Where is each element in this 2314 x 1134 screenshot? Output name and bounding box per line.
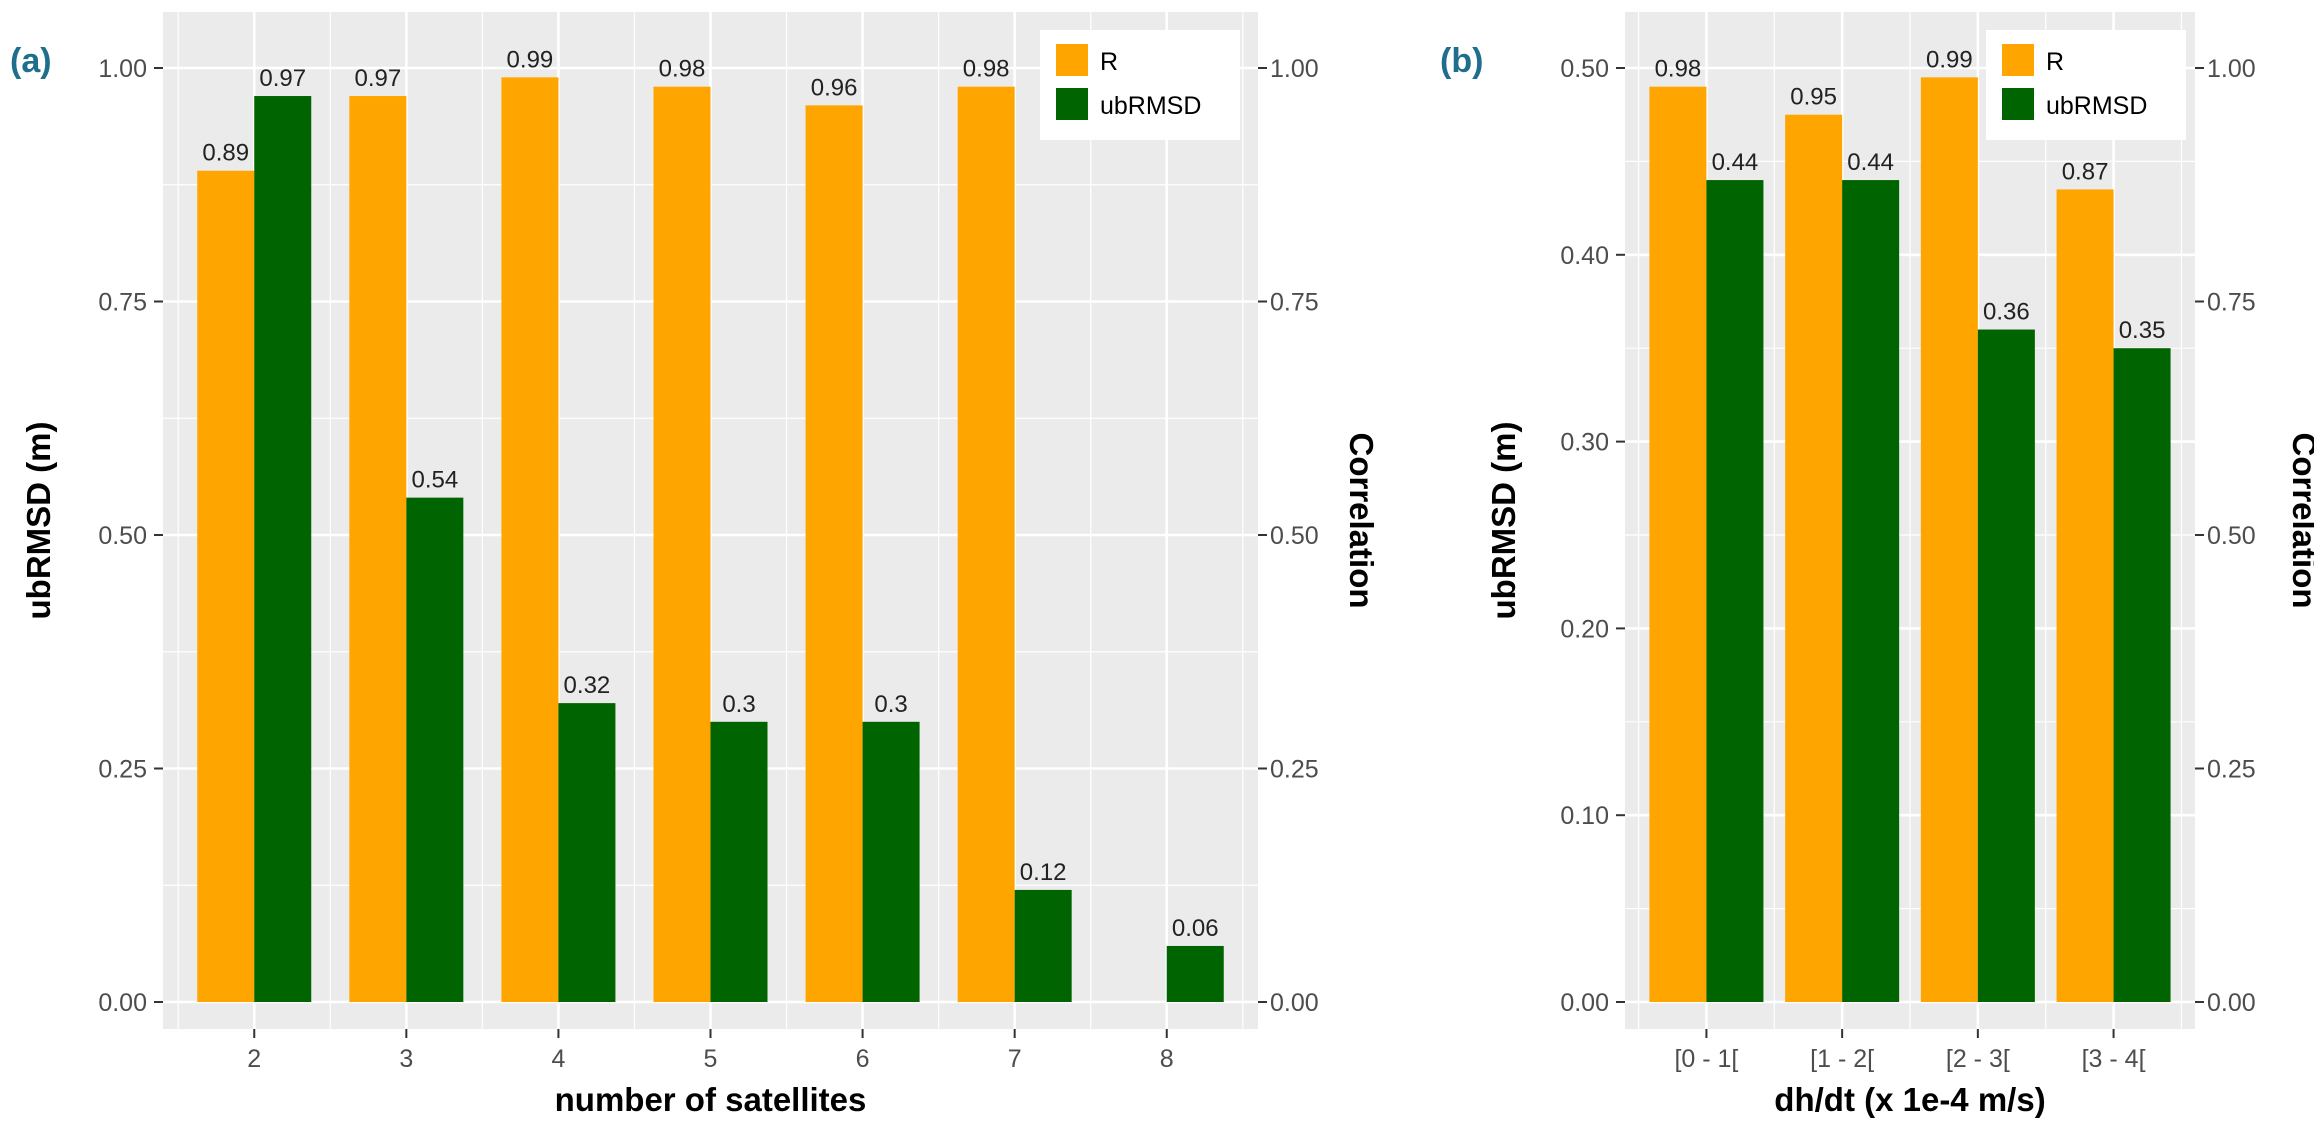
bar-ubrmsd [710, 721, 768, 1002]
y-tick-label: 0.00 [1560, 989, 1609, 1017]
x-axis-title: dh/dt (x 1e-4 m/s) [1774, 1081, 2045, 1118]
y2-tick-label: 0.75 [2207, 289, 2256, 317]
data-label-ubrmsd: 0.97 [259, 65, 306, 92]
bar-ubrmsd [1977, 329, 2035, 1002]
y-tick-label: 0.10 [1560, 802, 1609, 830]
bar-r [2056, 189, 2114, 1003]
y2-axis-title: Correlation [1343, 432, 1380, 608]
bar-ubrmsd [254, 96, 312, 1002]
y-tick-label: 0.40 [1560, 242, 1609, 270]
bar-r [197, 170, 255, 1003]
panel-label: (a) [10, 42, 52, 80]
x-tick-label: [3 - 4[ [2082, 1045, 2146, 1073]
x-axis-title: number of satellites [555, 1081, 867, 1118]
data-label-ubrmsd: 0.44 [1712, 149, 1759, 176]
bar-ubrmsd [1014, 889, 1072, 1002]
bar-ubrmsd [862, 721, 920, 1002]
y-tick-label: 0.50 [1560, 55, 1609, 83]
chart-a-satellites: 0.00 0.25 0.50 0.75 1.00 0.00 0.25 0.50 0.75 1.00… [10, 12, 1380, 1118]
bar-r [805, 105, 863, 1003]
x-tick-label: 8 [1160, 1045, 1174, 1073]
data-label-ubrmsd: 0.3 [874, 691, 907, 718]
data-label-r: 0.97 [354, 65, 401, 92]
data-label-r: 0.89 [202, 140, 249, 167]
x-tick-label: [2 - 3[ [1946, 1045, 2010, 1073]
legend-label-r: R [2046, 48, 2064, 76]
y2-tick-label: 0.00 [1270, 989, 1319, 1017]
bar-r [1785, 114, 1843, 1002]
bar-ubrmsd [558, 703, 616, 1002]
y2-tick-label: 0.25 [1270, 756, 1319, 784]
bar-r [653, 86, 711, 1003]
legend-label-ubrmsd: ubRMSD [1100, 92, 1201, 120]
y2-axis-title: Correlation [2286, 432, 2314, 608]
bar-r [1649, 86, 1707, 1003]
y-tick-label: 0.25 [98, 756, 147, 784]
x-tick-label: 5 [704, 1045, 718, 1073]
data-label-r: 0.95 [1790, 84, 1837, 111]
bar-r [1920, 77, 1978, 1003]
y-tick-label: 0.30 [1560, 429, 1609, 457]
data-label-ubrmsd: 0.06 [1172, 915, 1219, 942]
y2-tick-label: 0.25 [2207, 756, 2256, 784]
bar-ubrmsd [1166, 945, 1224, 1002]
y2-tick-label: 1.00 [2207, 55, 2256, 83]
y2-tick-label: 0.50 [1270, 522, 1319, 550]
x-tick-label: 2 [247, 1045, 261, 1073]
data-label-ubrmsd: 0.36 [1983, 299, 2030, 326]
y-tick-label: 1.00 [98, 55, 147, 83]
bar-ubrmsd [406, 497, 464, 1002]
bar-ubrmsd [1706, 180, 1764, 1002]
x-tick-label: [0 - 1[ [1674, 1045, 1738, 1073]
data-label-ubrmsd: 0.54 [411, 467, 458, 494]
legend-swatch-ubrmsd [2002, 88, 2034, 120]
y-axis-title: ubRMSD (m) [20, 422, 57, 620]
x-tick-label: 3 [399, 1045, 413, 1073]
data-label-r: 0.96 [811, 74, 858, 101]
legend-label-ubrmsd: ubRMSD [2046, 92, 2147, 120]
data-label-ubrmsd: 0.35 [2119, 317, 2166, 344]
data-label-ubrmsd: 0.3 [722, 691, 755, 718]
x-tick-label: 6 [856, 1045, 870, 1073]
data-label-r: 0.98 [659, 56, 706, 83]
legend-swatch-r [1056, 44, 1088, 76]
bar-r [957, 86, 1015, 1003]
bar-ubrmsd [2113, 348, 2171, 1002]
data-label-ubrmsd: 0.12 [1020, 859, 1067, 886]
y-axis-title: ubRMSD (m) [1485, 422, 1522, 620]
y-tick-label: 0.50 [98, 522, 147, 550]
legend-label-r: R [1100, 48, 1118, 76]
data-label-r: 0.98 [963, 56, 1010, 83]
y-tick-label: 0.00 [98, 989, 147, 1017]
legend-swatch-r [2002, 44, 2034, 76]
y2-tick-label: 0.00 [2207, 989, 2256, 1017]
x-tick-label: [1 - 2[ [1810, 1045, 1874, 1073]
bar-r [349, 96, 407, 1002]
bar-r [501, 77, 559, 1003]
x-tick-label: 4 [551, 1045, 565, 1073]
data-label-r: 0.99 [507, 46, 554, 73]
x-tick-label: 7 [1008, 1045, 1022, 1073]
data-label-r: 0.99 [1926, 46, 1973, 73]
bar-ubrmsd [1842, 180, 1900, 1002]
y2-tick-label: 0.50 [2207, 522, 2256, 550]
data-label-ubrmsd: 0.44 [1847, 149, 1894, 176]
y2-tick-label: 1.00 [1270, 55, 1319, 83]
panel-label: (b) [1440, 42, 1483, 80]
data-label-ubrmsd: 0.32 [564, 672, 611, 699]
data-label-r: 0.98 [1655, 56, 1702, 83]
y2-tick-label: 0.75 [1270, 289, 1319, 317]
data-label-r: 0.87 [2062, 158, 2109, 185]
legend-swatch-ubrmsd [1056, 88, 1088, 120]
y-tick-label: 0.20 [1560, 615, 1609, 643]
chart-b-dhdt: 0.00 0.10 0.20 0.30 0.40 0.50 0.00 0.25 0.50 0.75… [1440, 12, 2314, 1118]
y-tick-label: 0.75 [98, 289, 147, 317]
